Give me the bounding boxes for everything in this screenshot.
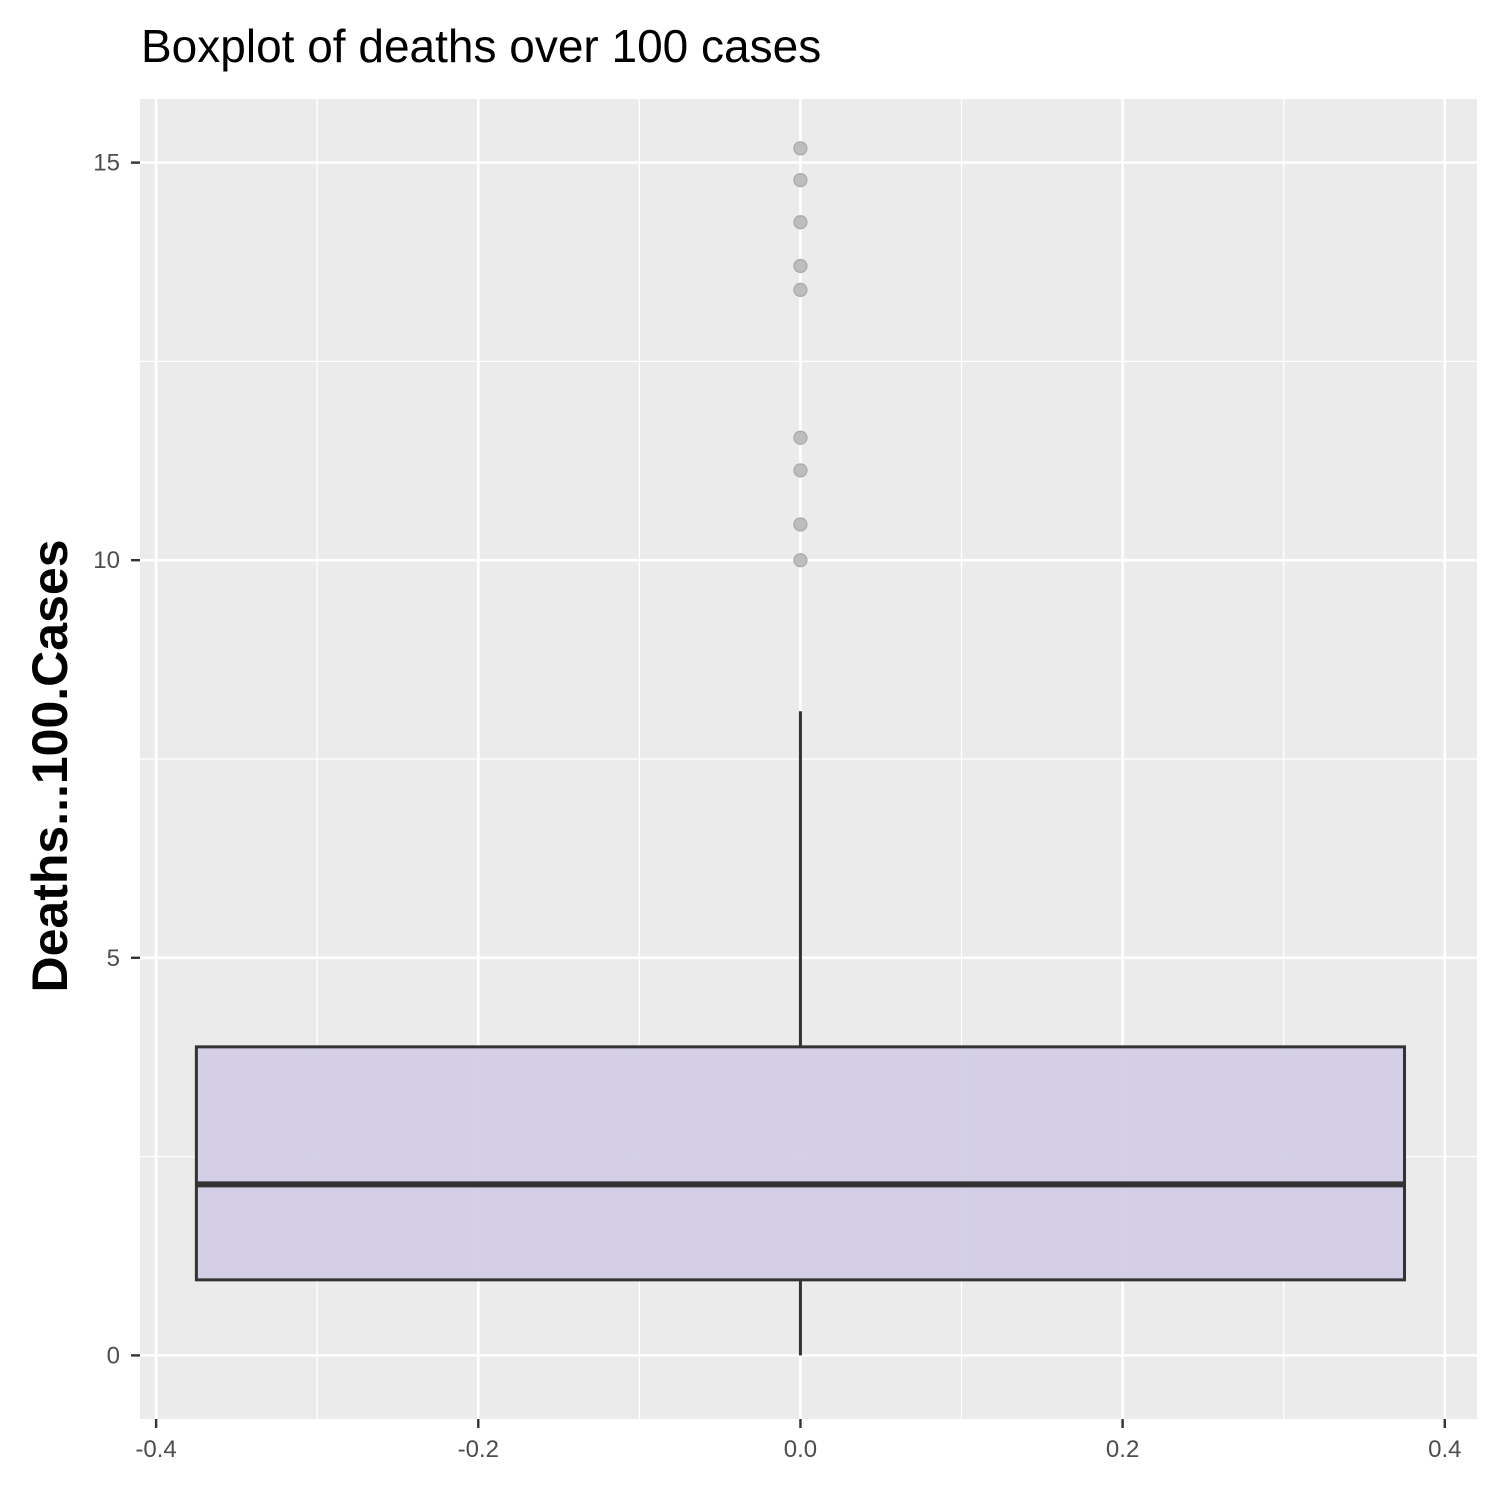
y-tick-label-1: 5 — [107, 945, 120, 972]
minor-grid — [140, 99, 1477, 1419]
chart-title: Boxplot of deaths over 100 cases — [141, 20, 821, 72]
outlier-point-6 — [793, 215, 808, 230]
outlier-point-5 — [793, 258, 808, 274]
outlier-point-4 — [793, 282, 808, 297]
outlier-point-0 — [793, 553, 808, 568]
outlier-point-2 — [793, 463, 808, 478]
outlier-points — [793, 141, 808, 568]
y-tick-label-2: 10 — [93, 547, 120, 574]
box-layer — [194, 711, 1407, 1356]
outlier-point-3 — [793, 430, 808, 445]
x-tick-label-3: 0.2 — [1106, 1436, 1139, 1463]
box-iqr — [194, 1045, 1407, 1282]
x-tick-label-2: 0.0 — [784, 1436, 817, 1463]
outlier-point-1 — [793, 517, 808, 532]
x-tick-label-1: -0.2 — [458, 1436, 499, 1463]
y-axis-label: Deaths...100.Cases — [22, 539, 78, 992]
y-tick-label-3: 15 — [93, 150, 120, 177]
y-tick-label-0: 0 — [107, 1342, 120, 1369]
outlier-point-7 — [793, 173, 808, 188]
axis-ticks: -0.4 -0.2 0.0 0.2 0.4 0 5 10 15 — [93, 150, 1461, 1463]
x-tick-label-4: 0.4 — [1428, 1436, 1461, 1463]
outlier-point-8 — [793, 141, 808, 156]
x-tick-label-0: -0.4 — [135, 1436, 176, 1463]
